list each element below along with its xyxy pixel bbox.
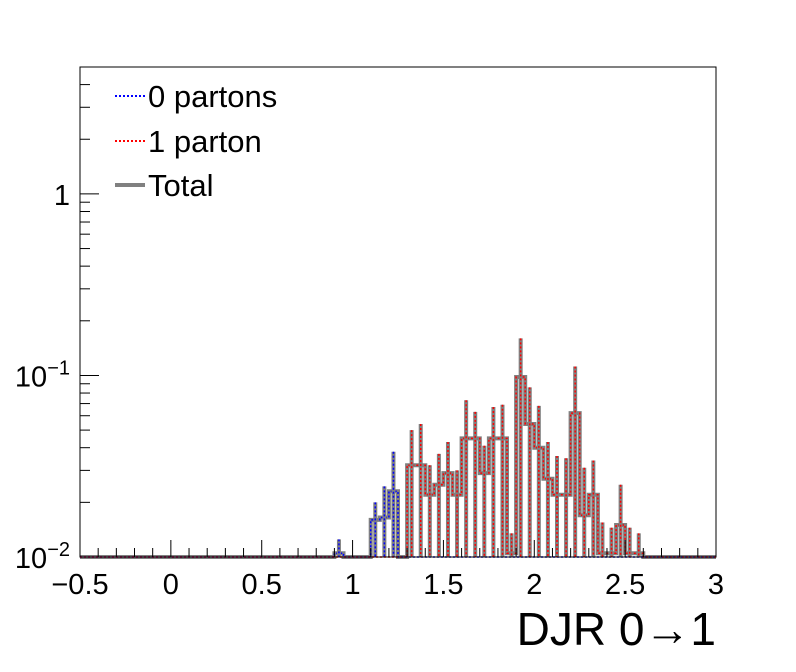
x-tick-label: −0.5: [51, 569, 108, 601]
x-axis-label: DJR 0→1: [517, 603, 716, 655]
x-tick-label: 0: [163, 569, 179, 601]
x-tick-label: 3: [708, 569, 724, 601]
y-tick-base: 10: [15, 361, 47, 393]
legend-label-zero-partons: 0 partons: [148, 79, 277, 114]
y-tick-label: 10−1: [15, 357, 70, 393]
y-tick-base: 10: [15, 543, 47, 575]
x-tick-label: 1.5: [423, 569, 463, 601]
y-tick-exponent: −1: [47, 357, 70, 379]
y-tick-exponent: −2: [47, 539, 70, 561]
plot-frame: [79, 66, 717, 558]
y-tick-label: 1: [54, 180, 70, 212]
x-tick-label: 2: [526, 569, 542, 601]
plot-area: [80, 338, 716, 559]
y-tick-label: 10−2: [15, 539, 70, 575]
axes: −0.5 0 0.5 1 1.5 2 2.5 310−210−11: [15, 66, 724, 601]
x-tick-label: 1: [345, 569, 361, 601]
legend-label-one-parton: 1 parton: [148, 124, 262, 159]
x-tick-label: 2.5: [605, 569, 645, 601]
x-tick-label: 0.5: [242, 569, 282, 601]
legend-label-total: Total: [148, 168, 213, 203]
y-tick-base: 1: [54, 180, 70, 212]
legend: 0 partons 1 parton Total: [115, 79, 277, 203]
series-zero-partons-line: [80, 490, 716, 558]
